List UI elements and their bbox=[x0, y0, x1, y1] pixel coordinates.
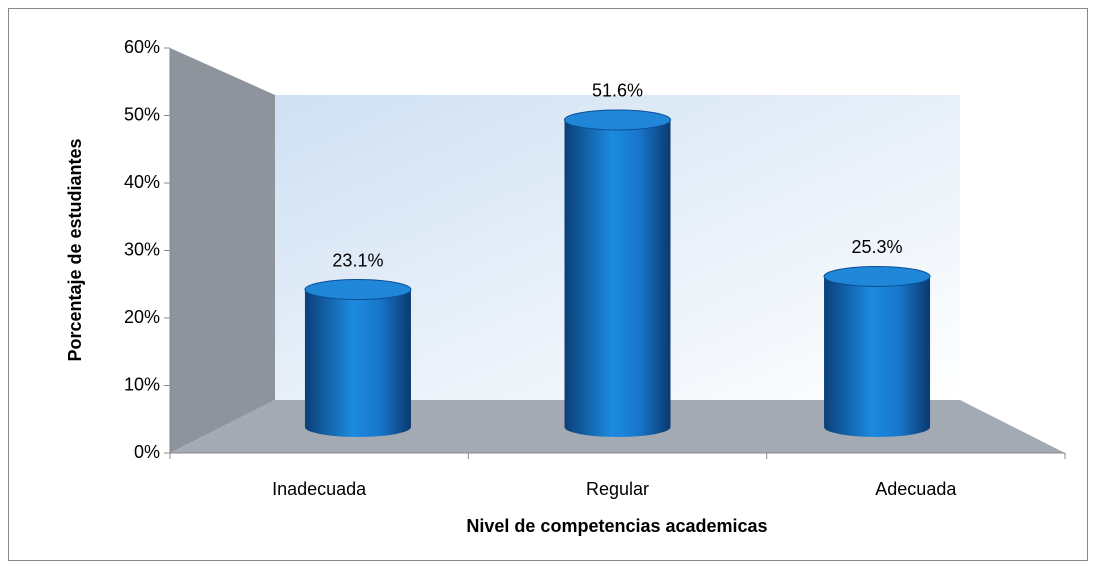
bar bbox=[823, 265, 931, 437]
y-tick-label: 0% bbox=[134, 442, 160, 462]
bar bbox=[304, 279, 412, 437]
bar-part bbox=[823, 265, 931, 287]
y-tick-label: 10% bbox=[124, 374, 160, 394]
y-tick-label: 30% bbox=[124, 239, 160, 259]
x-tick-label: Regular bbox=[586, 479, 649, 499]
value-label: 51.6% bbox=[592, 81, 643, 101]
y-tick-label: 50% bbox=[124, 104, 160, 124]
side-wall bbox=[170, 48, 275, 453]
bar-part bbox=[564, 119, 671, 437]
y-tick-label: 60% bbox=[124, 37, 160, 57]
bar bbox=[564, 109, 671, 437]
x-tick-label: Inadecuada bbox=[272, 479, 367, 499]
x-tick-label: Adecuada bbox=[875, 479, 957, 499]
bar-part bbox=[824, 276, 931, 437]
bar-part bbox=[564, 109, 671, 131]
y-tick-label: 40% bbox=[124, 172, 160, 192]
value-label: 25.3% bbox=[852, 237, 903, 257]
value-label: 23.1% bbox=[332, 250, 383, 270]
y-axis-title: Porcentaje de estudiantes bbox=[65, 138, 85, 361]
y-tick-label: 20% bbox=[124, 307, 160, 327]
bar-part bbox=[304, 279, 412, 301]
x-axis-title: Nivel de competencias academicas bbox=[466, 516, 767, 536]
bar-part bbox=[304, 289, 411, 437]
